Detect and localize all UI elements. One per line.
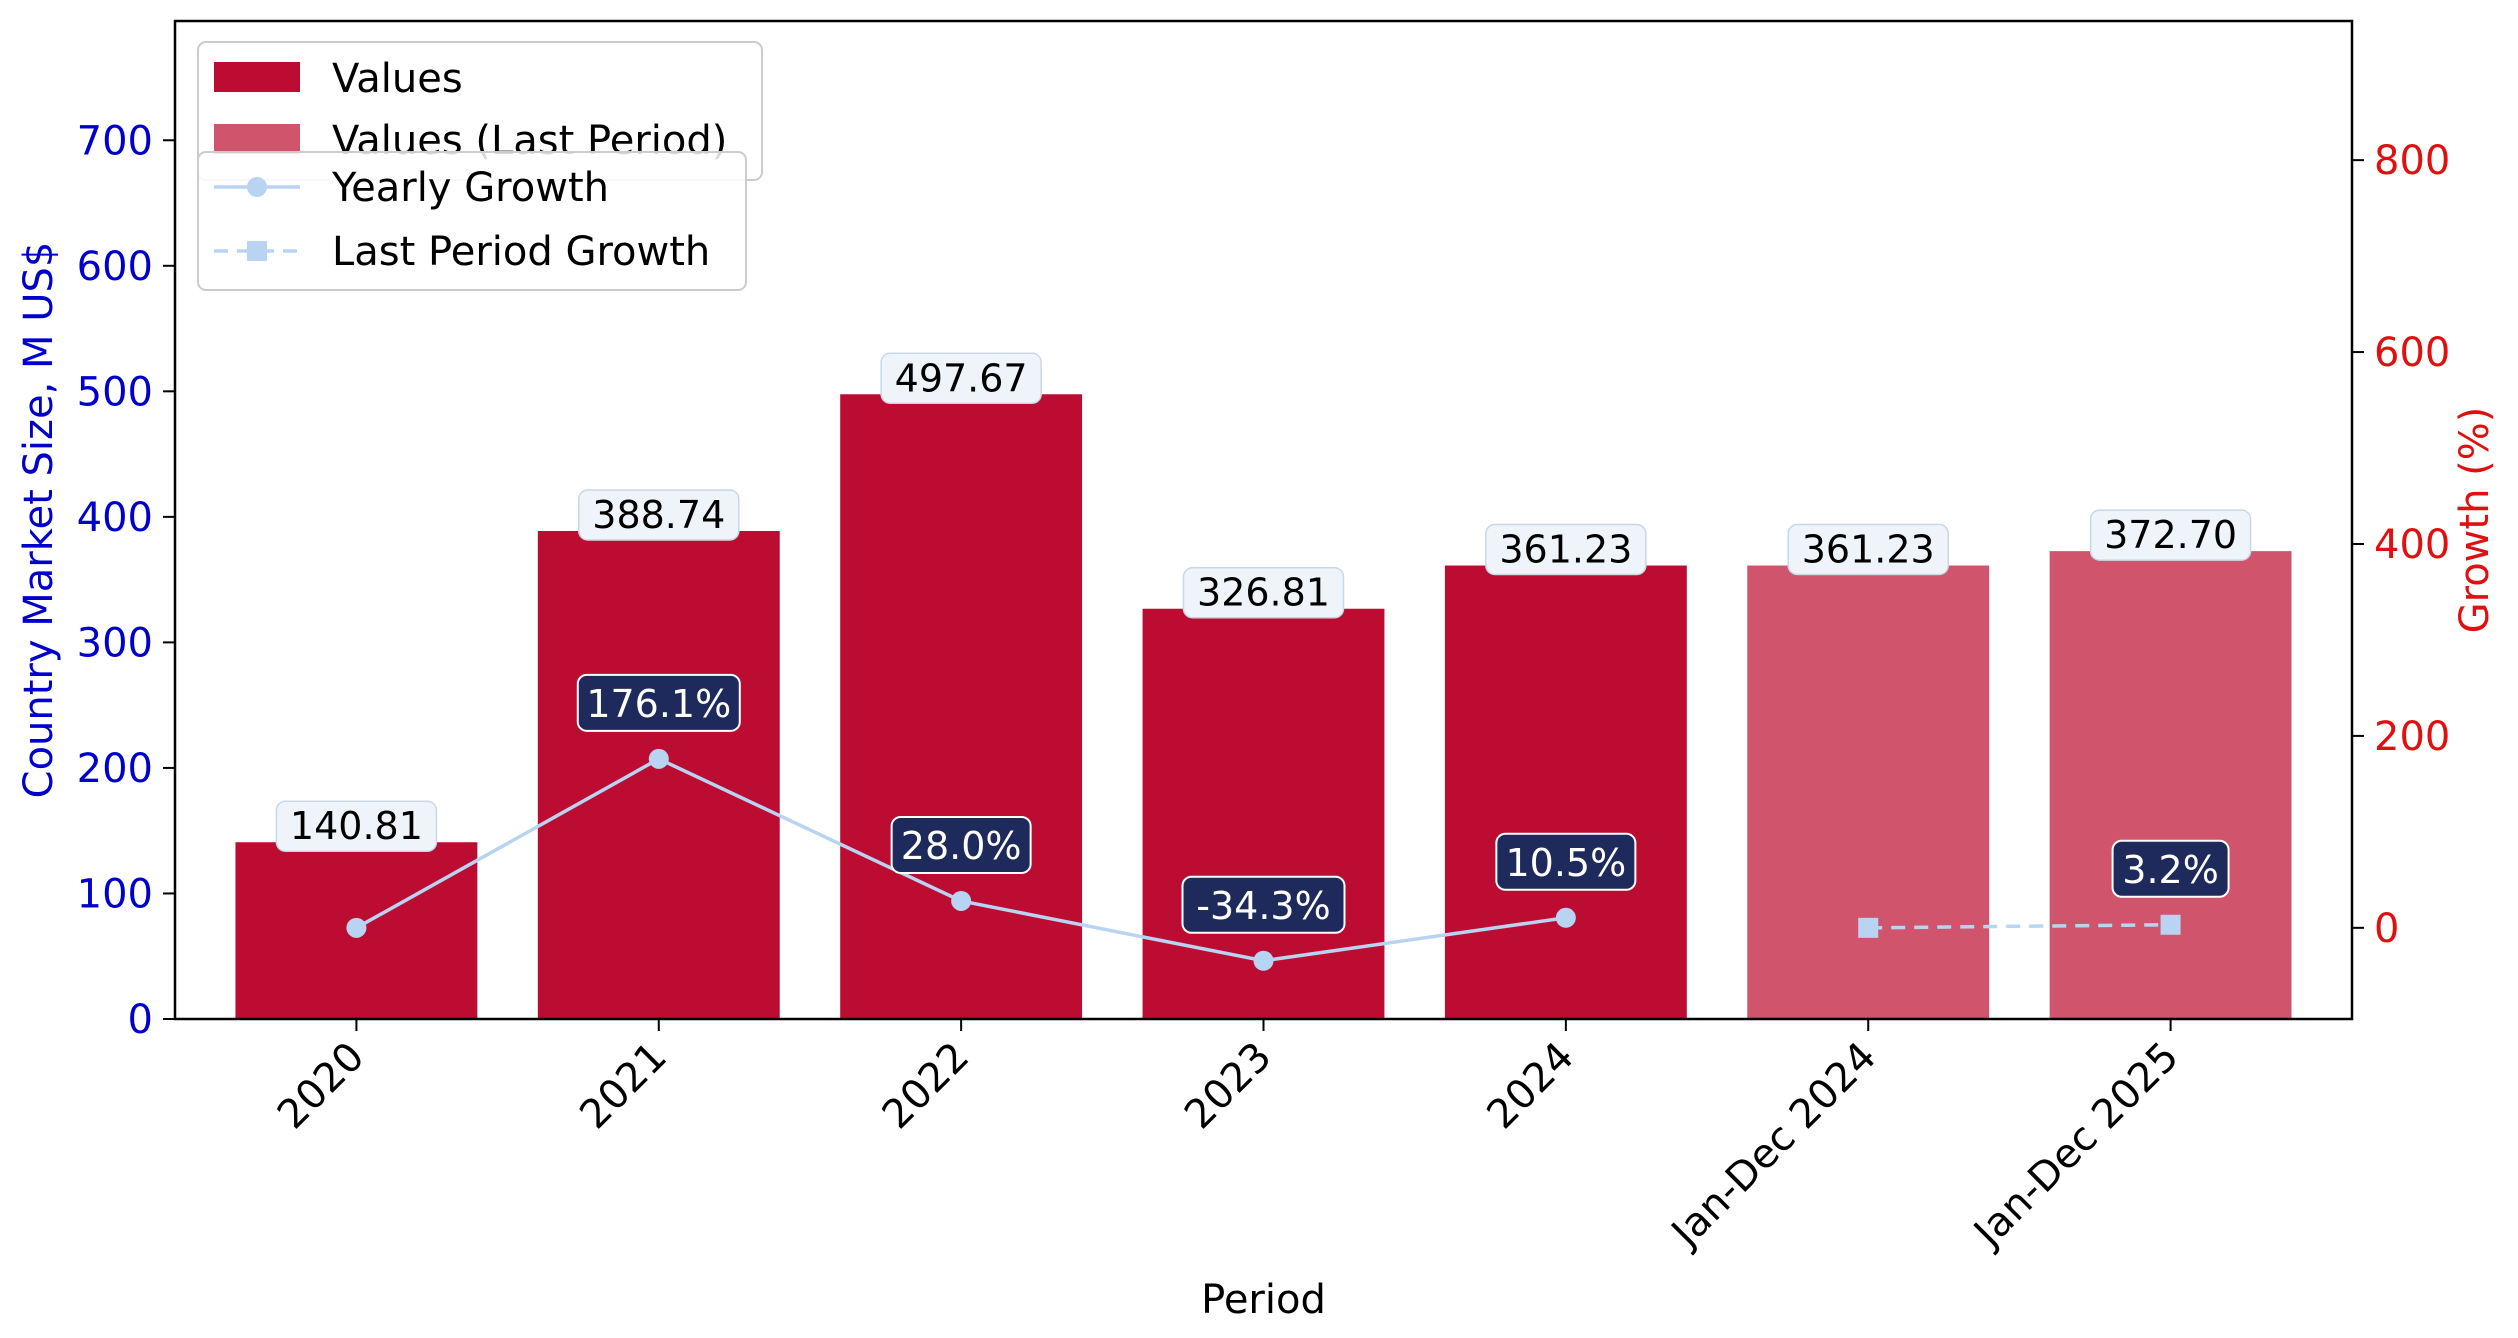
bar-value-label-box	[880, 352, 1042, 405]
bar-values-last-period	[2049, 551, 2292, 1019]
y-tick-label: 200	[77, 746, 153, 792]
yearly-growth-marker	[648, 748, 669, 769]
growth-label-box	[1495, 832, 1637, 891]
bar-value-label-box	[578, 489, 740, 541]
yearly-growth-marker	[346, 917, 367, 938]
y-tick-label: 100	[77, 871, 153, 917]
bar-value-label: 388.74	[592, 493, 725, 537]
bar-value-label: 361.23	[1499, 528, 1632, 572]
y2-tick-label: 0	[2374, 906, 2399, 952]
bar-values-last-period	[1747, 565, 1990, 1019]
yearly-growth-marker	[1253, 950, 1274, 971]
last-period-growth-marker	[1858, 917, 1879, 938]
y-tick-label: 500	[77, 369, 153, 415]
growth-label: -34.3%	[1196, 884, 1330, 928]
data-labels-layer: 140.81 388.74 497.67 326.81 361.23 361.23 372.…	[275, 352, 2252, 934]
growth-lines-layer	[346, 748, 2181, 971]
legend-box-growth	[197, 151, 747, 291]
y2-axis-title: Growth (%)	[2452, 407, 2498, 634]
x-tick-label: 2021	[571, 1034, 676, 1139]
y2-tick-label: 400	[2374, 522, 2450, 568]
bar-values	[537, 530, 780, 1019]
legend-marker-yearly-growth	[247, 177, 267, 197]
x-tick-label: Jan-Dec 2024	[1661, 1034, 1885, 1258]
legend-marker-last-period-growth	[247, 241, 267, 261]
x-tick-label: 2024	[1478, 1034, 1583, 1139]
growth-label-box	[2111, 839, 2230, 898]
last-period-growth-line	[1868, 923, 2171, 930]
y-tick-label: 600	[77, 244, 153, 290]
legend-label-yearly-growth: Yearly Growth	[331, 165, 609, 211]
bar-value-label: 372.70	[2104, 513, 2237, 557]
bar-value-label-box	[1485, 523, 1647, 576]
bar-value-label-box	[275, 800, 438, 852]
bar-values	[840, 394, 1083, 1019]
growth-label: 10.5%	[1506, 841, 1627, 885]
growth-label-box	[1181, 875, 1346, 934]
legend-label-last-period-growth: Last Period Growth	[332, 229, 710, 275]
x-tick-label: 2020	[269, 1034, 374, 1139]
bar-value-label: 361.23	[1802, 528, 1935, 572]
bar-value-label: 140.81	[290, 804, 423, 848]
legend-label-values: Values	[332, 56, 463, 102]
y-tick-label: 700	[77, 118, 153, 164]
bar-value-label: 326.81	[1197, 571, 1330, 615]
x-tick-label: Jan-Dec 2025	[1963, 1034, 2187, 1258]
legend-swatch-values	[214, 62, 300, 92]
y2-tick-label: 200	[2374, 714, 2450, 760]
y2-tick-label: 800	[2374, 138, 2450, 184]
y-tick-label: 400	[77, 495, 153, 541]
x-tick-label: 2023	[1176, 1034, 1281, 1139]
bars-layer	[235, 394, 2292, 1019]
bar-values	[1444, 565, 1687, 1019]
growth-label: 3.2%	[2122, 848, 2219, 892]
growth-label-box	[576, 673, 741, 732]
legend-swatch-values-last-period	[214, 124, 300, 154]
y-tick-label: 300	[77, 620, 153, 666]
bar-value-label-box	[2089, 509, 2252, 561]
last-period-growth-marker	[2160, 914, 2181, 935]
x-tick-label: 2022	[874, 1034, 979, 1139]
yearly-growth-marker	[1555, 907, 1576, 928]
yearly-growth-marker	[951, 890, 972, 911]
growth-label: 28.0%	[901, 824, 1022, 868]
y-tick-label: 0	[128, 997, 153, 1043]
bar-value-label: 497.67	[895, 356, 1028, 400]
bar-value-label-box	[1787, 523, 1949, 576]
y-axis-title: Country Market Size, M US$	[16, 242, 62, 799]
bar-value-label-box	[1182, 566, 1345, 619]
growth-label-box	[890, 815, 1032, 874]
x-axis-title: Period	[1201, 1277, 1326, 1323]
growth-label: 176.1%	[586, 682, 731, 726]
y2-tick-label: 600	[2374, 330, 2450, 376]
